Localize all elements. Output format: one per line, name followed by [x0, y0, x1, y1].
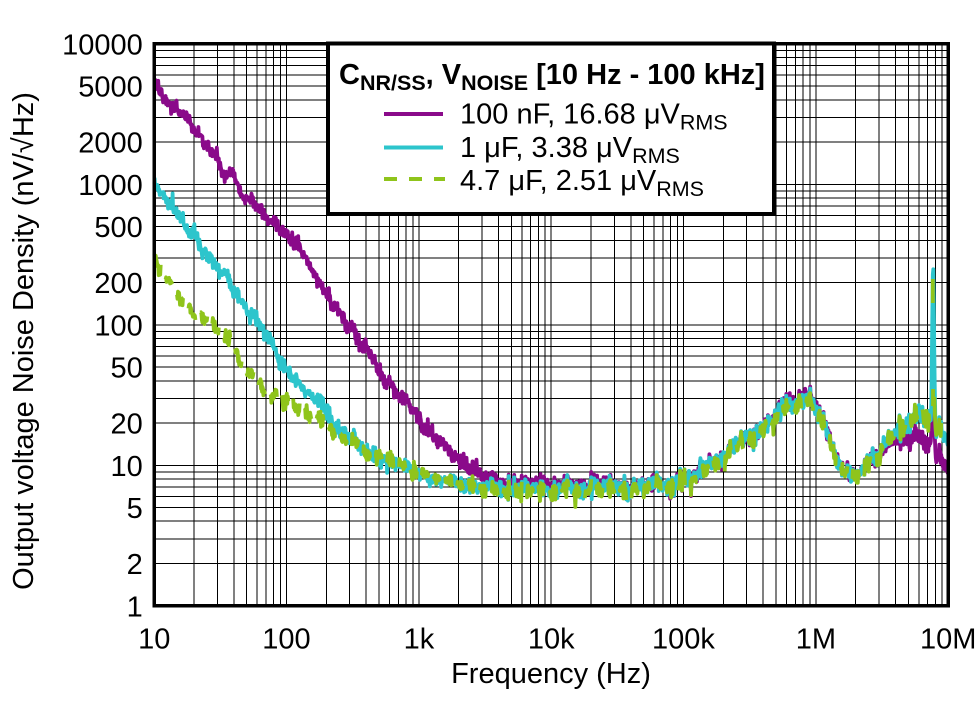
svg-text:5: 5	[127, 493, 143, 525]
svg-text:100: 100	[94, 310, 142, 342]
svg-text:10k: 10k	[528, 624, 575, 656]
svg-text:100k: 100k	[652, 624, 715, 656]
svg-text:2: 2	[127, 549, 143, 581]
svg-text:10000: 10000	[62, 29, 143, 61]
svg-text:1k: 1k	[404, 624, 435, 656]
svg-text:1: 1	[127, 591, 143, 623]
svg-text:200: 200	[94, 268, 142, 300]
svg-text:CNR/SS, VNOISE [10 Hz - 100 kH: CNR/SS, VNOISE [10 Hz - 100 kHz]	[339, 59, 765, 95]
svg-text:Output voltage Noise Density (: Output voltage Noise Density (nV/√Hz)	[8, 92, 40, 590]
svg-text:10: 10	[111, 451, 143, 483]
svg-text:500: 500	[94, 212, 142, 244]
svg-text:100: 100	[262, 624, 310, 656]
svg-text:2000: 2000	[78, 128, 143, 160]
svg-text:20: 20	[111, 409, 143, 441]
svg-text:1M: 1M	[796, 624, 836, 656]
svg-text:10M: 10M	[920, 624, 976, 656]
svg-text:1000: 1000	[78, 170, 143, 202]
svg-text:Frequency (Hz): Frequency (Hz)	[451, 658, 651, 690]
svg-text:50: 50	[111, 353, 143, 385]
svg-text:5000: 5000	[78, 72, 143, 104]
svg-text:10: 10	[138, 624, 170, 656]
